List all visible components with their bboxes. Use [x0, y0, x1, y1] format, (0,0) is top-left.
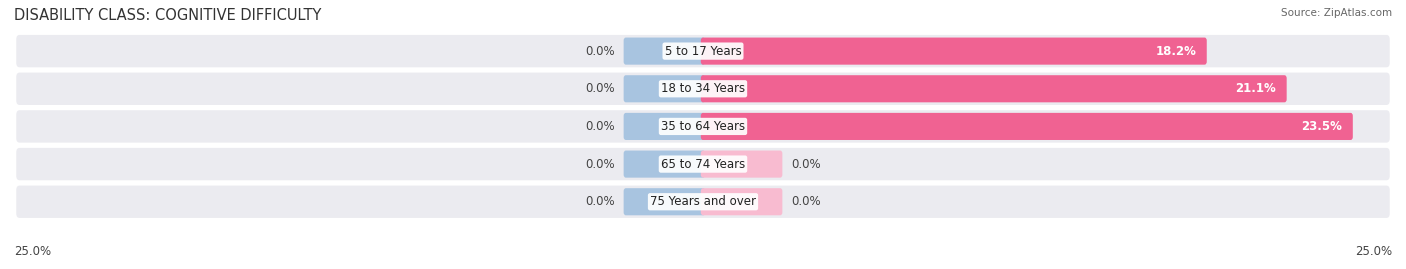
FancyBboxPatch shape	[700, 188, 782, 215]
FancyBboxPatch shape	[700, 75, 1286, 102]
FancyBboxPatch shape	[17, 35, 1389, 67]
FancyBboxPatch shape	[624, 188, 706, 215]
Text: 23.5%: 23.5%	[1302, 120, 1343, 133]
FancyBboxPatch shape	[17, 73, 1389, 105]
Text: 75 Years and over: 75 Years and over	[650, 195, 756, 208]
FancyBboxPatch shape	[17, 110, 1389, 143]
Text: 0.0%: 0.0%	[792, 158, 821, 171]
FancyBboxPatch shape	[17, 186, 1389, 218]
Text: 35 to 64 Years: 35 to 64 Years	[661, 120, 745, 133]
Text: 25.0%: 25.0%	[1355, 245, 1392, 258]
FancyBboxPatch shape	[624, 113, 706, 140]
Text: 21.1%: 21.1%	[1236, 82, 1277, 95]
Text: 0.0%: 0.0%	[585, 82, 614, 95]
Text: Source: ZipAtlas.com: Source: ZipAtlas.com	[1281, 8, 1392, 18]
FancyBboxPatch shape	[624, 151, 706, 178]
FancyBboxPatch shape	[17, 148, 1389, 180]
Text: 65 to 74 Years: 65 to 74 Years	[661, 158, 745, 171]
FancyBboxPatch shape	[700, 113, 1353, 140]
Text: 0.0%: 0.0%	[792, 195, 821, 208]
Text: 25.0%: 25.0%	[14, 245, 51, 258]
Text: 18.2%: 18.2%	[1156, 45, 1197, 58]
Text: 0.0%: 0.0%	[585, 120, 614, 133]
Text: DISABILITY CLASS: COGNITIVE DIFFICULTY: DISABILITY CLASS: COGNITIVE DIFFICULTY	[14, 8, 322, 23]
FancyBboxPatch shape	[700, 151, 782, 178]
Text: 0.0%: 0.0%	[585, 45, 614, 58]
FancyBboxPatch shape	[624, 75, 706, 102]
Text: 0.0%: 0.0%	[585, 195, 614, 208]
Text: 5 to 17 Years: 5 to 17 Years	[665, 45, 741, 58]
FancyBboxPatch shape	[624, 38, 706, 65]
Text: 18 to 34 Years: 18 to 34 Years	[661, 82, 745, 95]
FancyBboxPatch shape	[700, 38, 1206, 65]
Text: 0.0%: 0.0%	[585, 158, 614, 171]
